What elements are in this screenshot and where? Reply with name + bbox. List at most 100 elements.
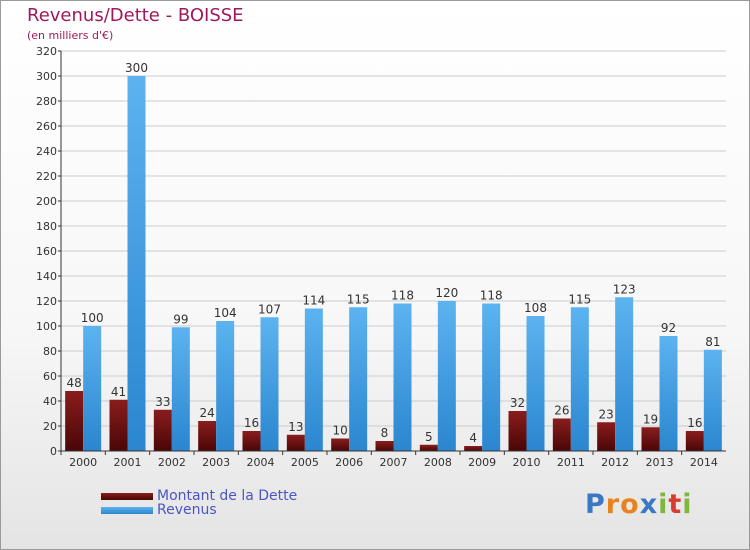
bar-revenus — [349, 307, 368, 451]
data-label: 23 — [599, 407, 614, 421]
data-label: 4 — [469, 431, 477, 445]
bar-dette — [685, 431, 704, 451]
bar-revenus — [526, 316, 545, 451]
y-tick-label: 200 — [36, 195, 57, 208]
data-label: 115 — [568, 292, 591, 306]
y-tick-label: 260 — [36, 120, 57, 133]
logo-letter: P — [585, 489, 606, 520]
logo-letter: i — [682, 489, 693, 520]
data-label: 118 — [480, 289, 503, 303]
x-tick-label: 2005 — [291, 456, 319, 469]
x-tick-label: 2013 — [646, 456, 674, 469]
data-label: 8 — [381, 426, 389, 440]
x-tick-label: 2010 — [513, 456, 541, 469]
data-label: 108 — [524, 301, 547, 315]
data-label: 24 — [200, 406, 215, 420]
legend-swatch-revenus — [101, 506, 153, 514]
y-tick-label: 100 — [36, 320, 57, 333]
y-tick-label: 240 — [36, 145, 57, 158]
bar-dette — [242, 431, 261, 451]
bar-revenus — [570, 307, 589, 451]
bar-dette — [508, 411, 527, 451]
chart-subtitle: (en milliers d'€) — [27, 29, 114, 42]
logo-letter: i — [658, 489, 669, 520]
y-tick-label: 160 — [36, 245, 57, 258]
data-label: 300 — [125, 61, 148, 75]
x-axis-ticks: 2000 2001 2002 2003 2004 2005 2006 2007 2008 2009… — [60, 451, 718, 469]
data-label: 41 — [111, 385, 126, 399]
data-label: 114 — [302, 294, 325, 308]
legend-label-dette: Montant de la Dette — [157, 488, 298, 504]
bar-revenus — [216, 321, 235, 451]
data-label: 16 — [244, 416, 259, 430]
data-label: 92 — [661, 321, 676, 335]
bar-dette — [65, 391, 84, 451]
bar-revenus — [83, 326, 102, 451]
data-label: 120 — [435, 286, 458, 300]
bar-revenus — [703, 349, 722, 451]
bar-dette — [552, 418, 571, 451]
legend-label-revenus: Revenus — [157, 502, 217, 518]
logo-letter: x — [639, 489, 659, 520]
x-tick-label: 2007 — [380, 456, 408, 469]
bar-revenus — [615, 297, 634, 451]
y-axis-ticks: 0 20 40 60 80 100 120 140 160 180 200 220 240 260 280 3… — [36, 45, 61, 458]
data-labels: 48 100 41 300 33 99 24 104 16 107 13 114 10 115 8 118 5 1… — [67, 61, 721, 445]
x-tick-label: 2004 — [247, 456, 275, 469]
bar-dette — [375, 441, 394, 451]
y-tick-label: 180 — [36, 220, 57, 233]
chart-title: Revenus/Dette - BOISSE — [27, 5, 244, 26]
data-label: 13 — [288, 420, 303, 434]
data-label: 104 — [214, 306, 237, 320]
logo-letter: o — [620, 489, 640, 520]
y-tick-label: 140 — [36, 270, 57, 283]
bars — [65, 76, 722, 451]
bar-revenus — [393, 303, 412, 451]
logo-letter: t — [668, 489, 683, 520]
bar-revenus — [171, 327, 190, 451]
y-tick-label: 20 — [43, 420, 57, 433]
x-tick-label: 2001 — [114, 456, 142, 469]
bar-dette — [597, 422, 616, 451]
data-label: 107 — [258, 302, 281, 316]
y-tick-label: 40 — [43, 395, 57, 408]
bar-dette — [286, 434, 305, 451]
bar-revenus — [437, 301, 456, 451]
data-label: 81 — [705, 335, 720, 349]
bar-revenus — [260, 317, 279, 451]
data-label: 115 — [347, 292, 370, 306]
legend-swatch-dette — [101, 492, 153, 500]
y-tick-label: 280 — [36, 95, 57, 108]
bar-revenus — [482, 303, 501, 451]
legend-item-dette: Montant de la Dette — [101, 488, 297, 504]
bar-revenus — [304, 308, 323, 451]
data-label: 16 — [687, 416, 702, 430]
y-tick-label: 0 — [50, 445, 57, 458]
y-tick-label: 120 — [36, 295, 57, 308]
bar-revenus — [659, 336, 678, 451]
x-tick-label: 2008 — [424, 456, 452, 469]
data-label: 10 — [333, 424, 348, 438]
bar-dette — [419, 444, 438, 451]
data-label: 5 — [425, 430, 433, 444]
proxiti-logo: Proxiti — [585, 489, 693, 520]
bar-dette — [109, 399, 128, 451]
x-tick-label: 2003 — [202, 456, 230, 469]
bar-dette — [331, 438, 350, 451]
data-label: 99 — [173, 312, 188, 326]
y-tick-label: 220 — [36, 170, 57, 183]
x-tick-label: 2000 — [69, 456, 97, 469]
data-label: 118 — [391, 289, 414, 303]
data-label: 33 — [155, 395, 170, 409]
y-tick-label: 80 — [43, 345, 57, 358]
bar-revenus — [127, 76, 146, 451]
data-label: 32 — [510, 396, 525, 410]
x-tick-label: 2006 — [335, 456, 363, 469]
data-label: 100 — [81, 311, 104, 325]
bar-dette — [464, 446, 483, 451]
y-tick-label: 60 — [43, 370, 57, 383]
y-tick-label: 300 — [36, 70, 57, 83]
bar-dette — [153, 409, 172, 451]
